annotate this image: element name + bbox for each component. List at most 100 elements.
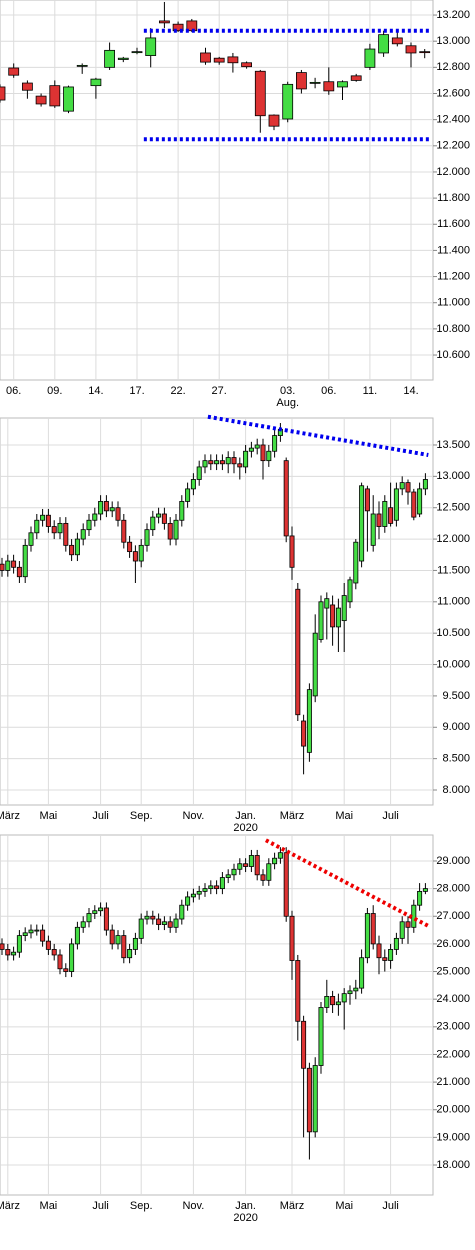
x-tick-label: 03. (280, 385, 295, 397)
candle-body (138, 544, 144, 562)
candle-body (405, 482, 411, 493)
candle-body (167, 522, 173, 540)
candle-body (98, 501, 104, 515)
plot-area (0, 417, 434, 806)
candle-body (179, 501, 185, 521)
x-tick-label: Jan. (235, 810, 256, 822)
x-tick-label: 09. (47, 385, 62, 397)
trend-line (207, 414, 429, 457)
candle-body (347, 579, 353, 603)
candle-body (282, 83, 294, 120)
candle-body (231, 457, 237, 465)
x-tick-label: Sep. (130, 1200, 153, 1212)
candle-body (86, 913, 92, 923)
candle-body (370, 513, 376, 546)
candle-body (22, 932, 28, 937)
candle-body (76, 64, 88, 67)
candle-body (173, 918, 179, 928)
candle-body (399, 482, 405, 490)
y-tick-label: 10.000 (436, 658, 470, 670)
x-sublabel: 2020 (233, 822, 257, 834)
candle-body (376, 943, 382, 959)
y-tick-label: 13.500 (436, 439, 470, 451)
candle-body (109, 929, 115, 945)
candle-body (158, 20, 170, 24)
x-tick-label: Juli (382, 810, 399, 822)
x-tick-label: März (0, 1200, 20, 1212)
x-tick-label: 14. (403, 385, 418, 397)
candle-body (80, 529, 86, 540)
candle-body (179, 904, 185, 920)
candle-body (254, 855, 260, 876)
candle-body (49, 85, 61, 107)
trend-line (264, 838, 430, 928)
candle-body (359, 485, 365, 562)
x-tick-label: 14. (88, 385, 103, 397)
candle-body (214, 460, 220, 465)
candle-body (40, 929, 46, 942)
y-tick-label: 12.000 (436, 533, 470, 545)
candle-body (16, 935, 22, 953)
x-tick-label: 06. (6, 385, 21, 397)
candle-body (45, 940, 51, 950)
candle-body (359, 957, 365, 989)
candle-body (121, 935, 127, 959)
candle-body (388, 949, 394, 961)
candle-body (57, 954, 63, 970)
y-tick-label: 11.000 (437, 297, 470, 309)
candle-body (86, 519, 92, 531)
candle-body (202, 888, 208, 892)
candle-body (145, 37, 157, 56)
candle-body (266, 863, 272, 881)
y-tick-label: 18.000 (436, 1159, 470, 1171)
candle-body (237, 863, 243, 870)
candle-body (190, 893, 196, 898)
candle-body (74, 926, 80, 945)
candle-body (117, 57, 129, 60)
candle-body (196, 890, 202, 895)
candle-body (272, 435, 278, 452)
candle-body (0, 86, 6, 101)
candle-body (382, 957, 388, 961)
candle-body (405, 45, 417, 54)
candle-body (376, 513, 382, 527)
candle-body (219, 460, 225, 465)
candle-body (306, 1067, 312, 1133)
candle-body (150, 915, 156, 920)
y-tick-label: 12.600 (436, 87, 470, 99)
x-tick-label: 06. (321, 385, 336, 397)
candle-body (422, 479, 428, 490)
x-tick-label: Juli (92, 1200, 109, 1212)
candle-body (45, 514, 51, 527)
candle-body (306, 689, 312, 753)
x-tick-label: Nov. (182, 1200, 204, 1212)
candle-body (5, 560, 11, 571)
candle-body (417, 488, 423, 515)
candle-body (172, 23, 184, 32)
candle-body (185, 896, 191, 906)
candle-body (405, 921, 411, 928)
candle-body (103, 907, 109, 931)
candle-body (295, 72, 307, 90)
y-tick-label: 8.000 (442, 784, 470, 796)
x-tick-label: Mai (335, 810, 353, 822)
y-tick-label: 21.000 (436, 1076, 470, 1088)
candle-body (208, 885, 214, 890)
candle-body (200, 52, 211, 63)
candle-body (156, 918, 162, 925)
x-tick-label: 11. (363, 385, 377, 397)
candle-body (98, 907, 104, 912)
candle-body (0, 563, 5, 571)
candle-body (341, 993, 347, 1003)
candle-body (330, 996, 336, 1006)
candle-body (225, 457, 231, 465)
candle-body (208, 460, 214, 465)
candle-body (347, 990, 353, 995)
y-tick-label: 10.800 (436, 323, 470, 335)
candle-body (254, 70, 266, 117)
y-tick-label: 19.000 (436, 1131, 470, 1143)
candle-body (341, 595, 347, 622)
candle-body (289, 915, 295, 961)
candle-body (335, 1001, 341, 1006)
